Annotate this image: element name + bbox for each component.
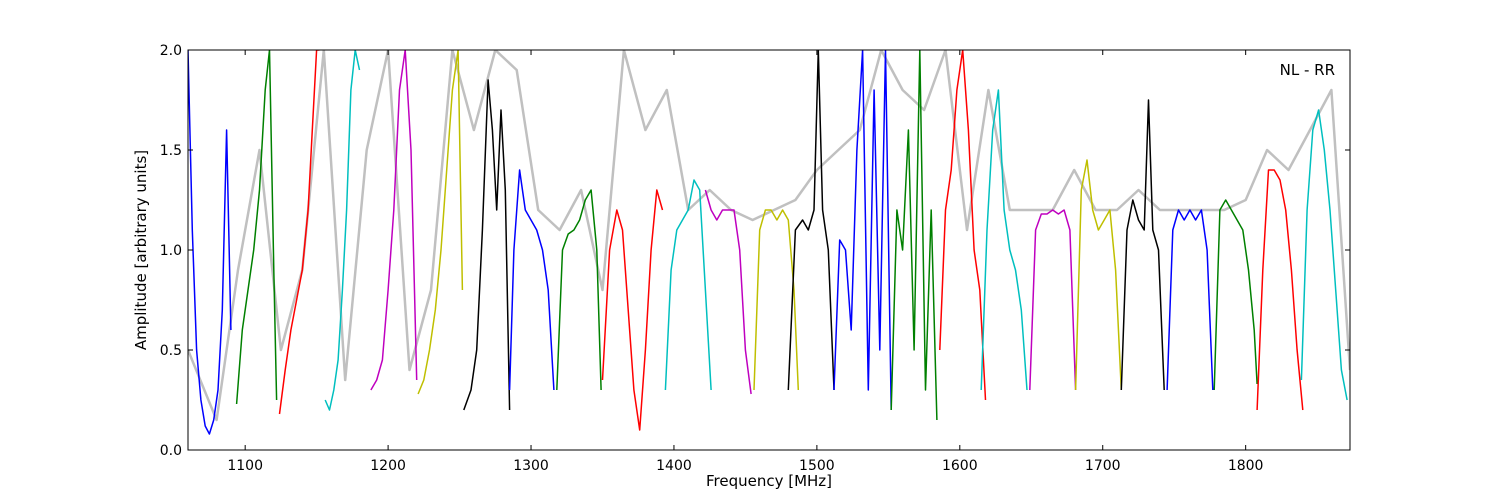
- series-line-16: [939, 50, 987, 401]
- series-line-17: [980, 89, 1028, 391]
- ticks-layer: 1100 1200 1300 1400 1500 1600 1700 1800 0.0 0.5 1.…: [160, 43, 1350, 474]
- series-line-2: [278, 50, 320, 415]
- x-axis-label: Frequency [MHz]: [706, 472, 832, 490]
- series-line-23: [1256, 169, 1304, 411]
- x-tick-label: 1300: [513, 458, 549, 474]
- series-line-5: [417, 50, 464, 395]
- series-line-4: [370, 50, 418, 391]
- y-tick-label: 1.0: [160, 243, 182, 259]
- x-tick-label: 1100: [227, 458, 263, 474]
- series-line-22: [1213, 199, 1258, 391]
- series-line-13: [787, 50, 835, 391]
- series-line-10: [664, 179, 712, 391]
- x-tick-label: 1600: [942, 458, 978, 474]
- series-line-19: [1074, 159, 1123, 391]
- y-axis-label: Amplitude [arbitrary units]: [132, 150, 150, 350]
- x-tick-label: 1400: [656, 458, 692, 474]
- y-tick-label: 0.5: [160, 343, 182, 359]
- series-line-7: [508, 169, 555, 391]
- series-line-20: [1120, 99, 1165, 391]
- series-line-3: [324, 50, 361, 411]
- y-tick-label: 1.5: [160, 143, 182, 159]
- series-line-24: [1300, 109, 1348, 401]
- series-line-9: [601, 189, 664, 431]
- series-line-12: [753, 209, 800, 391]
- series-line-0: [188, 50, 232, 435]
- x-tick-label: 1700: [1085, 458, 1121, 474]
- series-line-21: [1166, 209, 1214, 391]
- series-line-6: [463, 79, 511, 411]
- annotation-label: NL - RR: [1280, 61, 1335, 79]
- series-line-1: [235, 50, 278, 405]
- series-line-15: [890, 50, 938, 421]
- x-tick-label: 1200: [370, 458, 406, 474]
- background-series-line-0: [188, 50, 1350, 422]
- y-tick-label: 2.0: [160, 43, 182, 59]
- series-line-18: [1029, 209, 1077, 391]
- y-tick-label: 0.0: [160, 443, 182, 459]
- series-line-14: [833, 50, 892, 411]
- series-line-8: [556, 189, 602, 391]
- series-layer: [188, 50, 1348, 435]
- background-series-layer: [188, 50, 1350, 422]
- x-tick-label: 1800: [1228, 458, 1264, 474]
- x-tick-label: 1500: [799, 458, 835, 474]
- series-line-11: [704, 189, 752, 395]
